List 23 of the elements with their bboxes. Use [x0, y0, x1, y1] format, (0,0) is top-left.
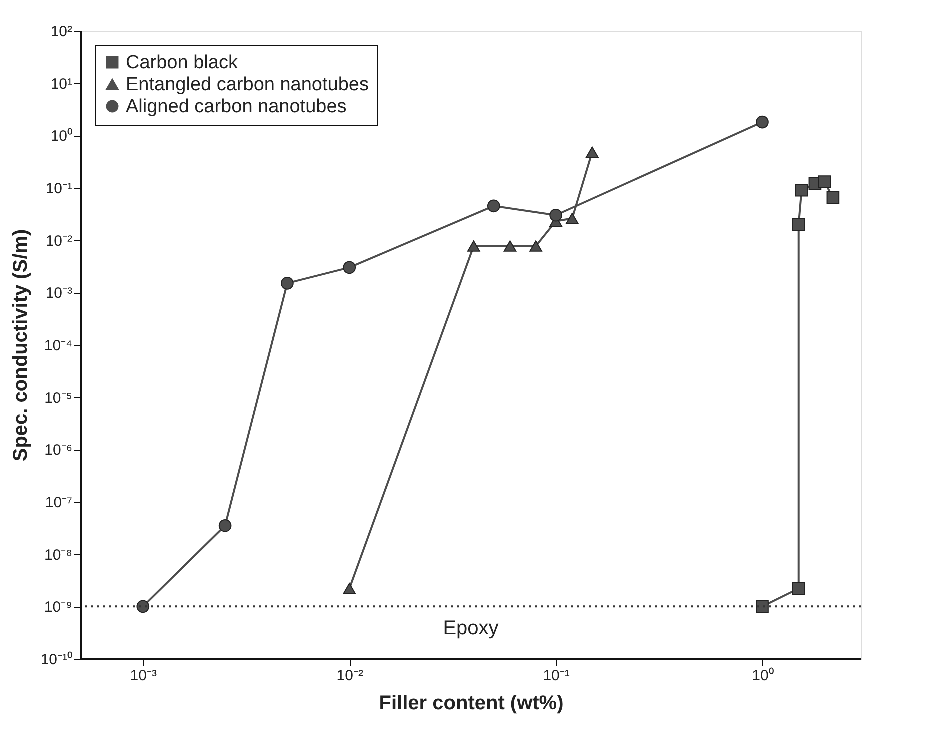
y-tick-label: 10⁻⁶	[44, 442, 72, 460]
y-tick-label: 10⁻¹	[46, 180, 72, 198]
y-tick-label: 10⁻⁵	[44, 390, 72, 407]
legend-label: Aligned carbon nanotubes	[126, 96, 347, 118]
x-tick-label: 10⁻¹	[543, 668, 570, 684]
y-tick-label: 10²	[50, 24, 72, 40]
y-tick-label: 10⁻³	[46, 285, 72, 302]
y-axis-title: Spec. conductivity (S/m)	[10, 229, 32, 462]
x-tick-label: 10⁻²	[336, 668, 364, 684]
y-tick-label: 10⁻²	[46, 232, 72, 250]
x-axis-title: Filler content (wt%)	[379, 692, 564, 714]
y-tick-label: 10⁻⁴	[44, 338, 72, 354]
x-tick-label: 10⁰	[752, 668, 774, 684]
y-tick-label: 10⁻⁸	[44, 546, 72, 564]
y-tick-label: 10⁻¹⁰	[40, 652, 72, 668]
legend-label: Entangled carbon nanotubes	[126, 74, 369, 96]
ref-line-label: Epoxy	[443, 618, 499, 640]
y-tick-label: 10⁻⁷	[45, 494, 72, 512]
x-tick-label: 10⁻³	[130, 668, 157, 684]
y-tick-label: 10⁻⁹	[44, 599, 72, 616]
y-tick-label: 10¹	[50, 76, 72, 93]
legend-label: Carbon black	[126, 52, 238, 74]
y-tick-label: 10⁰	[50, 128, 72, 146]
